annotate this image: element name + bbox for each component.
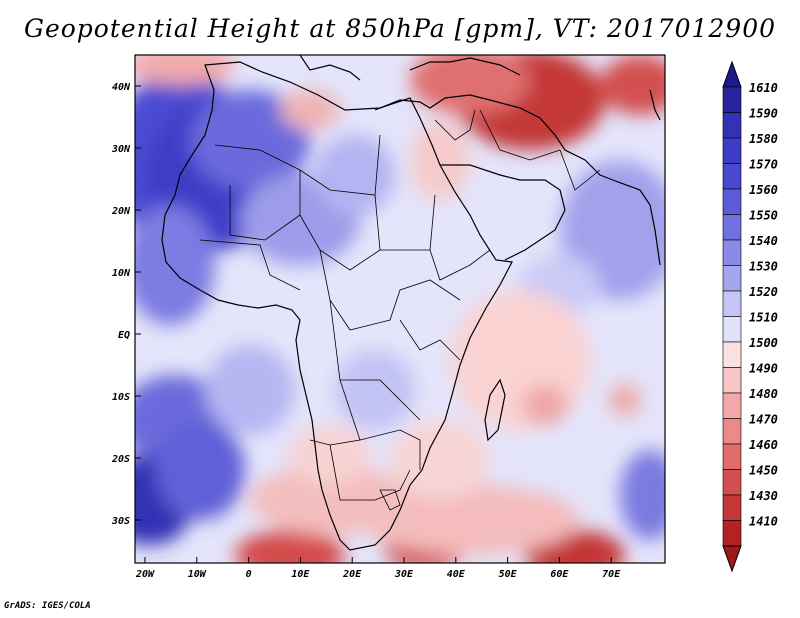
colorbar-swatch — [722, 316, 742, 343]
colorbar-swatch — [722, 520, 742, 547]
colorbar-swatch — [722, 469, 742, 496]
colorbar-level-label: 1540 — [749, 234, 778, 248]
lon-label: 70E — [602, 569, 621, 580]
height-field — [135, 55, 665, 563]
lat-label: 10S — [112, 392, 130, 403]
colorbar-swatch — [722, 163, 742, 190]
lat-label: 20S — [111, 454, 130, 465]
lat-label: EQ — [118, 330, 130, 341]
colorbar-level-label: 1570 — [749, 158, 778, 172]
colorbar-level-label: 1500 — [749, 336, 778, 350]
lon-label: 30E — [394, 569, 414, 580]
country-borders — [199, 109, 601, 511]
grads-credit: GrADS: IGES/COLA — [4, 601, 91, 611]
map-frame — [134, 54, 666, 564]
lon-label: 40E — [447, 569, 466, 580]
lon-label: 60E — [550, 569, 569, 580]
colorbar-level-label: 1550 — [749, 209, 778, 223]
colorbar-swatch — [722, 367, 742, 394]
colorbar-swatch — [722, 137, 742, 164]
colorbar-swatch — [722, 112, 742, 139]
lon-label: 20E — [342, 569, 362, 580]
lat-label: 10N — [112, 268, 131, 279]
lat-label: 20N — [111, 206, 131, 217]
colorbar-top-arrow — [722, 60, 742, 88]
colorbar-level-label: 1520 — [749, 285, 778, 299]
longitude-labels: 20W 10W 0 10E 20E 30E 40E 50E 60E 70E — [135, 557, 621, 580]
colorbar-level-label: 1580 — [749, 132, 778, 146]
lon-label: 10W — [188, 569, 207, 580]
colorbar-swatch — [722, 290, 742, 317]
colorbar: 1610 1590 1580 1570 1560 1550 1540 1530 1520 1510… — [722, 60, 778, 573]
colorbar-level-label: 1410 — [749, 515, 778, 529]
lon-label: 20W — [135, 569, 155, 580]
colorbar-bottom-arrow — [722, 545, 742, 573]
latitude-labels: 40N 30N 20N 10N EQ 10S 20S 30S — [111, 82, 141, 527]
colorbar-swatch — [722, 392, 742, 419]
colorbar-level-label: 1510 — [749, 311, 778, 325]
colorbar-level-label: 1450 — [749, 464, 778, 478]
lon-label: 50E — [499, 569, 518, 580]
coastlines — [161, 55, 661, 551]
colorbar-swatch — [722, 494, 742, 521]
colorbar-level-label: 1490 — [749, 362, 778, 376]
colorbar-swatch — [722, 86, 742, 113]
colorbar-swatch — [722, 265, 742, 292]
colorbar-level-label: 1590 — [749, 107, 778, 121]
colorbar-level-label: 1560 — [749, 183, 778, 197]
colorbar-level-label: 1530 — [749, 260, 778, 274]
colorbar-level-label: 1460 — [749, 438, 778, 452]
colorbar-swatch — [722, 341, 742, 368]
lat-label: 40N — [112, 82, 131, 93]
lon-label: 0 — [246, 569, 252, 580]
colorbar-swatch — [722, 239, 742, 266]
colorbar-swatch — [722, 214, 742, 241]
colorbar-level-label: 1480 — [749, 387, 778, 401]
colorbar-swatch — [722, 418, 742, 445]
colorbar-swatch — [722, 188, 742, 215]
colorbar-swatch — [722, 443, 742, 470]
map-title: Geopotential Height at 850hPa [gpm], VT:… — [23, 14, 777, 43]
lon-label: 10E — [291, 569, 310, 580]
lat-label: 30S — [111, 516, 130, 527]
colorbar-level-label: 1610 — [749, 81, 778, 95]
colorbar-level-label: 1470 — [749, 413, 778, 427]
colorbar-level-label: 1430 — [749, 489, 778, 503]
lat-label: 30N — [111, 144, 131, 155]
